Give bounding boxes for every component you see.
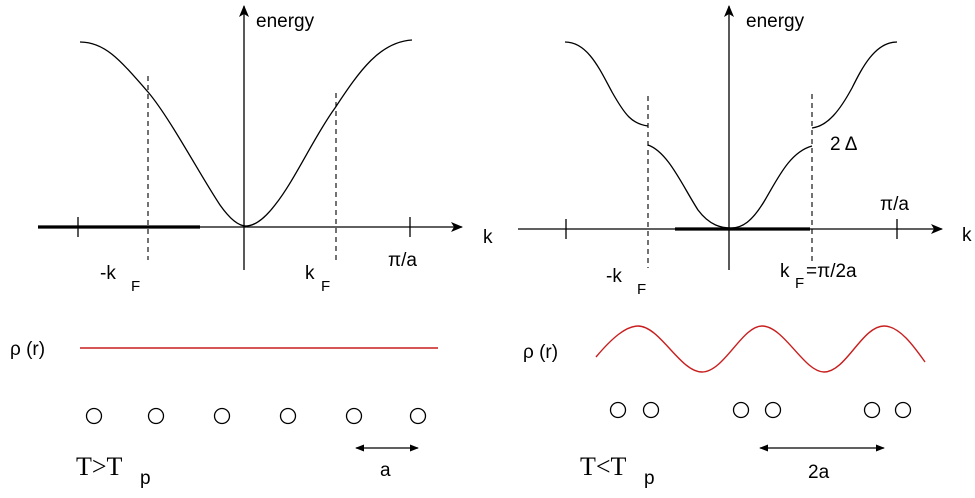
right-k-label: k — [962, 225, 972, 246]
right-lower-band — [648, 145, 812, 228]
right-charge-density-wave — [596, 326, 925, 372]
left-kf-neg-label: -k — [100, 263, 116, 284]
right-lattice-label: 2a — [808, 462, 830, 483]
right-kf-neg-subscript: F — [637, 281, 646, 298]
left-energy-label: energy — [256, 11, 315, 32]
left-kf-pos-label: k — [305, 263, 315, 284]
atom — [281, 409, 296, 424]
atom — [766, 403, 781, 418]
right-kf-pos-label: k — [780, 261, 790, 282]
right-atom-chain-dimerized — [611, 403, 911, 418]
left-rho-label: ρ (r) — [10, 339, 45, 360]
left-band-dispersion — [80, 40, 412, 226]
right-temp-label: T<T — [580, 452, 627, 481]
right-upper-band-right — [812, 42, 897, 128]
right-panel: energy k π/a 2 Δ -k F k F =π/2a ρ (r) 2a… — [518, 6, 972, 489]
right-temp-subscript: p — [644, 468, 655, 489]
right-kf-pos-subscript: F — [795, 275, 804, 292]
atom — [644, 403, 659, 418]
right-zone-edge-label: π/a — [880, 194, 909, 215]
right-gap-label: 2 Δ — [830, 134, 858, 155]
left-lattice-label: a — [380, 460, 391, 481]
atom — [149, 409, 164, 424]
atom — [865, 403, 880, 418]
atom — [896, 403, 911, 418]
left-k-label: k — [483, 227, 493, 248]
left-temp-subscript: p — [140, 468, 151, 489]
left-zone-edge-label: π/a — [388, 250, 417, 271]
left-kf-neg-subscript: F — [131, 278, 140, 295]
atom — [87, 409, 102, 424]
right-rho-label: ρ (r) — [523, 342, 558, 363]
left-kf-pos-subscript: F — [321, 278, 330, 295]
atom — [611, 403, 626, 418]
left-panel: energy k π/a -k F k F ρ (r) a T>T p — [10, 6, 493, 489]
atom — [347, 409, 362, 424]
right-kf-pos-suffix: =π/2a — [806, 261, 857, 282]
left-atom-chain — [87, 409, 426, 424]
atom — [215, 409, 230, 424]
left-temp-label: T>T — [76, 452, 123, 481]
atom — [734, 403, 749, 418]
atom — [411, 409, 426, 424]
right-kf-neg-label: -k — [606, 266, 622, 287]
right-energy-label: energy — [746, 11, 805, 32]
right-upper-band-left — [565, 42, 648, 126]
